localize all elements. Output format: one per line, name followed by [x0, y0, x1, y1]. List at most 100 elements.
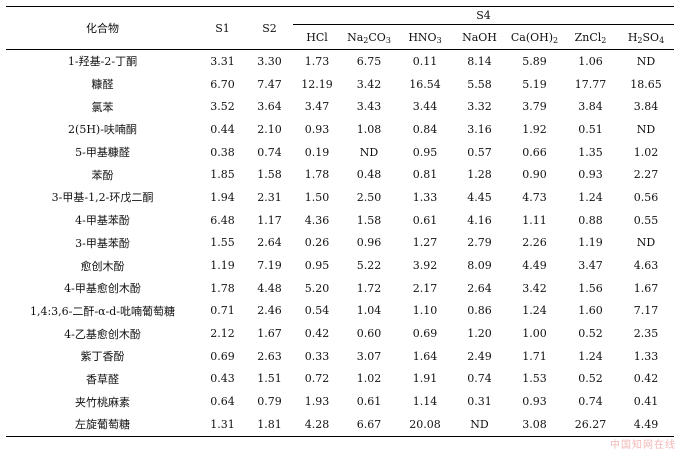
value-cell: 5.22 [356, 259, 382, 273]
value-cell: 3.92 [412, 259, 438, 273]
value-cell: 0.54 [304, 304, 330, 318]
value-cell: 1.02 [633, 145, 659, 159]
value-cell: 2.17 [412, 281, 438, 295]
compound-name: 5-甲基糠醛 [75, 146, 130, 160]
compound-name: 苯酚 [91, 168, 114, 182]
value-cell: 20.08 [397, 413, 453, 437]
compound-name: 1-羟基-2-丁酮 [67, 55, 138, 69]
value-cell: 7.19 [257, 259, 282, 273]
reagent-formula: Na [347, 30, 364, 44]
value-cell: 1.67 [633, 281, 659, 295]
value-cell: 1.20 [467, 327, 492, 341]
value-cell: 3.43 [356, 100, 382, 114]
compound-name: 左旋葡萄糖 [6, 413, 199, 437]
value-cell: 0.95 [412, 145, 438, 159]
value-cell: 1.24 [578, 349, 603, 363]
value-cell: 4.36 [304, 213, 330, 227]
header-reagent-4: Ca(OH)2 [506, 24, 563, 50]
reagent-formula: H [627, 30, 638, 44]
value-cell: 0.79 [257, 395, 282, 409]
value-cell: 2.46 [257, 304, 282, 318]
value-cell: 3.79 [522, 100, 547, 114]
value-cell: 4.45 [467, 190, 492, 204]
value-cell: 0.93 [578, 168, 603, 182]
compound-name: 4-甲基愈创木酚 [64, 282, 141, 296]
compound-name: 香草醛 [86, 372, 119, 386]
value-cell: 2.26 [522, 236, 547, 250]
value-cell: 1.06 [578, 54, 603, 68]
table-row: 愈创木酚 1.19 7.19 0.95 5.22 3.92 8.09 4.49 3.47 4.63 [6, 254, 674, 277]
value-cell: 2.49 [467, 349, 492, 363]
header-reagent-3: NaOH [453, 24, 506, 50]
header-reagent-1: Na2CO3 [341, 24, 397, 50]
compound-name: 4-乙基愈创木酚 [64, 327, 141, 341]
value-cell: 0.51 [578, 122, 603, 136]
value-cell: 1.31 [199, 413, 246, 437]
value-cell: 3.47 [304, 100, 330, 114]
value-cell: 5.89 [522, 54, 547, 68]
table-row: 左旋葡萄糖 1.31 1.81 4.28 6.67 20.08 ND 3.08 26.27 4.4… [6, 413, 674, 437]
value-cell: 1.19 [578, 236, 603, 250]
compound-name: 4-甲基苯酚 [75, 214, 130, 228]
value-cell: 1.94 [210, 190, 235, 204]
value-cell: 1.53 [522, 372, 547, 386]
table-row: 1-羟基-2-丁酮 3.31 3.30 1.73 6.75 0.11 8.14 5.89 1.0… [6, 50, 674, 73]
value-cell: 0.95 [304, 259, 330, 273]
table-row: 3-甲基-1,2-环戊二酮 1.94 2.31 1.50 2.50 1.33 4.45 4.7… [6, 186, 674, 209]
value-cell: 1.58 [257, 168, 282, 182]
compound-name: 1,4:3,6-二酐-α-d-吡喃葡萄糖 [29, 304, 176, 318]
value-cell: 5.19 [522, 77, 547, 91]
formula-subscript: 2 [553, 35, 559, 45]
value-cell: 16.54 [409, 77, 441, 91]
value-cell: 0.11 [412, 54, 438, 68]
value-cell: 1.78 [210, 281, 235, 295]
formula-subscript: 3 [436, 35, 442, 45]
value-cell: 0.42 [304, 327, 330, 341]
value-cell: 0.72 [304, 372, 330, 386]
value-cell: 3.47 [578, 259, 603, 273]
value-cell: 3.64 [257, 100, 282, 114]
value-cell: 3.42 [356, 77, 382, 91]
value-cell: 6.75 [356, 54, 382, 68]
value-cell: 1.14 [412, 395, 438, 409]
value-cell: 12.19 [301, 77, 333, 91]
table-row: 氯苯 3.52 3.64 3.47 3.43 3.44 3.32 3.79 3.84 3.84 [6, 95, 674, 118]
table-row: 苯酚 1.85 1.58 1.78 0.48 0.81 1.28 0.90 0.93 2.27 [6, 163, 674, 186]
value-cell: 4.73 [522, 190, 547, 204]
formula-subscript: 3 [385, 35, 391, 45]
value-cell: 2.64 [467, 281, 492, 295]
value-cell: 2.63 [257, 349, 282, 363]
value-cell: 0.90 [522, 168, 547, 182]
value-cell: 1.28 [467, 168, 492, 182]
compound-name: 3-甲基-1,2-环戊二酮 [51, 191, 154, 205]
value-cell: 0.38 [210, 145, 235, 159]
value-cell: 4.28 [293, 413, 341, 437]
value-cell: 0.86 [467, 304, 492, 318]
value-cell: 0.31 [467, 395, 492, 409]
reagent-formula: NaOH [462, 30, 497, 44]
value-cell: 2.12 [210, 327, 235, 341]
value-cell: 1.10 [412, 304, 438, 318]
value-cell: 6.67 [341, 413, 397, 437]
reagent-formula: ZnCl [574, 30, 602, 44]
value-cell: 18.65 [630, 77, 662, 91]
formula-part: CO [368, 30, 386, 44]
value-cell: 1.55 [210, 236, 235, 250]
compound-name: 氯苯 [91, 100, 114, 114]
value-cell: 1.78 [304, 168, 330, 182]
value-cell: ND [453, 413, 506, 437]
value-cell: 3.42 [522, 281, 547, 295]
table-row: 香草醛 0.43 1.51 0.72 1.02 1.91 0.74 1.53 0.52 0.42 [6, 368, 674, 391]
value-cell: 3.84 [578, 100, 603, 114]
value-cell: 1.02 [356, 372, 382, 386]
value-cell: ND [359, 145, 379, 159]
value-cell: 1.93 [304, 395, 330, 409]
value-cell: 7.17 [633, 304, 659, 318]
value-cell: ND [636, 54, 656, 68]
value-cell: 0.66 [522, 145, 547, 159]
value-cell: 2.27 [633, 168, 659, 182]
value-cell: 2.10 [257, 122, 282, 136]
value-cell: 0.61 [356, 395, 382, 409]
value-cell: 1.04 [356, 304, 382, 318]
compound-name: 2(5H)-呋喃酮 [68, 123, 137, 137]
